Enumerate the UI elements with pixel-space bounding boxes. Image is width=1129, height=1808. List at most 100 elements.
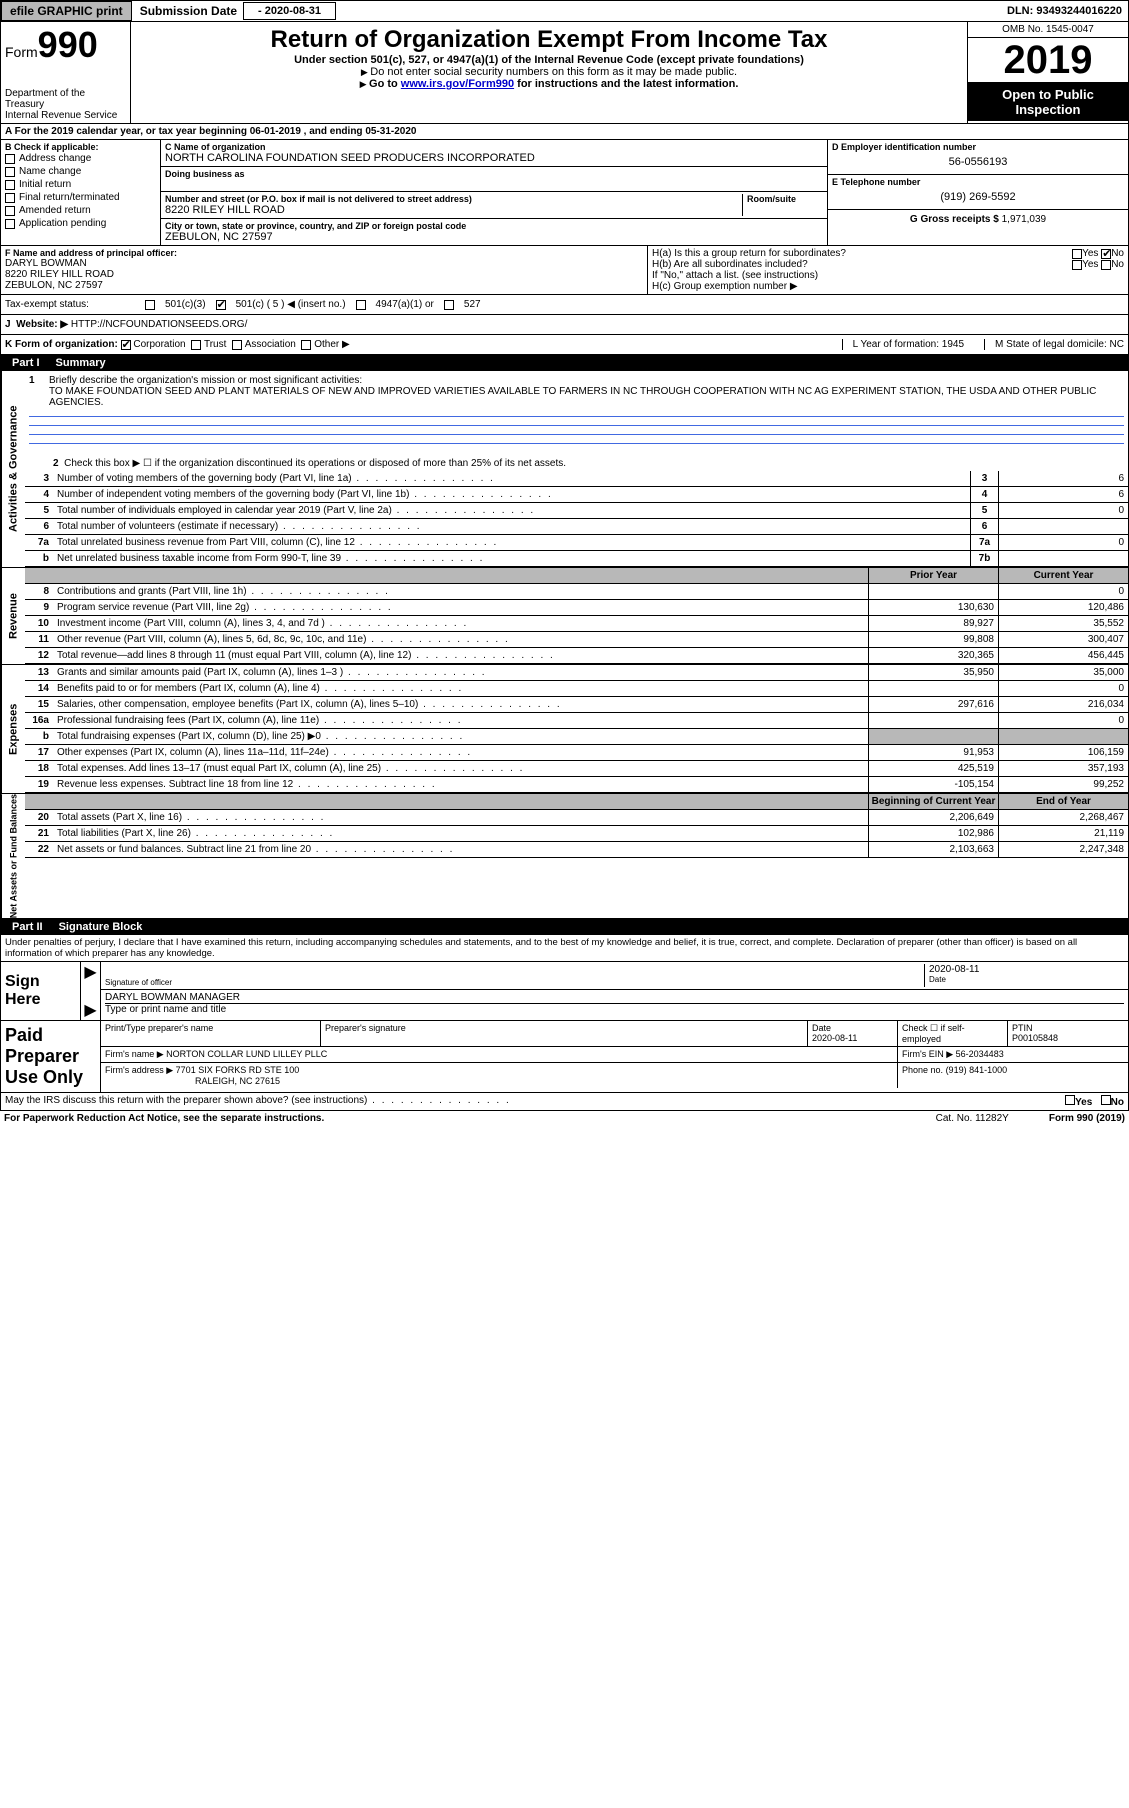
paid-h4: Check ☐ if self-employed — [898, 1021, 1008, 1046]
summary-netassets: Net Assets or Fund Balances Beginning of… — [0, 794, 1129, 919]
irs-link[interactable]: www.irs.gov/Form990 — [401, 78, 514, 90]
summary-row: 18Total expenses. Add lines 13–17 (must … — [25, 761, 1128, 777]
form-id-cell: Form990 Department of the Treasury Inter… — [1, 22, 131, 123]
i-527[interactable] — [444, 300, 454, 310]
chk-name-change[interactable]: Name change — [5, 165, 156, 178]
summary-row: 12Total revenue—add lines 8 through 11 (… — [25, 648, 1128, 664]
form-prefix: Form — [5, 44, 38, 60]
paid-ein: 56-2034483 — [956, 1049, 1004, 1059]
subtitle-3: Go to www.irs.gov/Form990 for instructio… — [135, 78, 963, 90]
subtitle-1: Under section 501(c), 527, or 4947(a)(1)… — [135, 54, 963, 66]
k-corp[interactable] — [121, 340, 131, 350]
c-room-label: Room/suite — [747, 194, 823, 204]
dln-text: DLN: 93493244016220 — [1007, 5, 1128, 17]
summary-row: 4Number of independent voting members of… — [25, 487, 1128, 503]
c-addr-label: Number and street (or P.O. box if mail i… — [165, 194, 738, 204]
summary-row: 3Number of voting members of the governi… — [25, 471, 1128, 487]
sig-name: DARYL BOWMAN MANAGER — [105, 992, 1124, 1003]
section-fh: F Name and address of principal officer:… — [0, 246, 1129, 295]
summary-revenue: Revenue Prior Year Current Year 8Contrib… — [0, 568, 1129, 665]
summary-row: bTotal fundraising expenses (Part IX, co… — [25, 729, 1128, 745]
i-4947[interactable] — [356, 300, 366, 310]
k-assoc[interactable] — [232, 340, 242, 350]
form-header-row: Form990 Department of the Treasury Inter… — [0, 22, 1129, 124]
summary-row: 19Revenue less expenses. Subtract line 1… — [25, 777, 1128, 793]
discuss-q: May the IRS discuss this return with the… — [5, 1095, 511, 1108]
summary-row: 13Grants and similar amounts paid (Part … — [25, 665, 1128, 681]
l-year: L Year of formation: 1945 — [842, 339, 964, 350]
c-name-label: C Name of organization — [165, 142, 823, 152]
subtitle-2: Do not enter social security numbers on … — [135, 66, 963, 78]
tax-year: 2019 — [1004, 38, 1093, 82]
signature-section: Under penalties of perjury, I declare th… — [0, 935, 1129, 1093]
discuss-yes[interactable] — [1065, 1095, 1075, 1105]
e-label: E Telephone number — [832, 177, 1124, 187]
g-receipts: 1,971,039 — [1002, 214, 1047, 225]
submission-date: - 2020-08-31 — [243, 2, 336, 20]
f-label: F Name and address of principal officer: — [5, 248, 643, 258]
hc-label: H(c) Group exemption number ▶ — [652, 281, 1124, 292]
col-de: D Employer identification number 56-0556… — [828, 140, 1128, 245]
section-klm: K Form of organization: Corporation Trus… — [0, 335, 1129, 355]
discuss-no[interactable] — [1101, 1095, 1111, 1105]
col-b-checkboxes: B Check if applicable: Address change Na… — [1, 140, 161, 245]
side-netassets: Net Assets or Fund Balances — [1, 794, 25, 918]
j-text: Website: ▶ — [16, 319, 68, 330]
summary-row: 11Other revenue (Part VIII, column (A), … — [25, 632, 1128, 648]
summary-row: 8Contributions and grants (Part VIII, li… — [25, 584, 1128, 600]
paid-phone: (919) 841-1000 — [946, 1065, 1008, 1075]
chk-application-pending[interactable]: Application pending — [5, 217, 156, 230]
f-name: DARYL BOWMAN — [5, 258, 643, 269]
ha-yes[interactable] — [1072, 249, 1082, 259]
summary-expenses: Expenses 13Grants and similar amounts pa… — [0, 665, 1129, 794]
summary-row: 21Total liabilities (Part X, line 26)102… — [25, 826, 1128, 842]
k-other[interactable] — [301, 340, 311, 350]
paid-addr2: RALEIGH, NC 27615 — [195, 1076, 280, 1086]
paid-firm: NORTON COLLAR LUND LILLEY PLLC — [166, 1049, 327, 1059]
summary-row: 5Total number of individuals employed in… — [25, 503, 1128, 519]
chk-address-change[interactable]: Address change — [5, 152, 156, 165]
sig-date: 2020-08-11 — [929, 964, 1124, 975]
sign-arrow-icon: ▶▶ — [81, 962, 101, 1020]
open-to-public: Open to Public Inspection — [968, 83, 1128, 121]
section-i-status: Tax-exempt status: 501(c)(3) 501(c) ( 5 … — [0, 295, 1129, 315]
sig-declaration: Under penalties of perjury, I declare th… — [1, 935, 1128, 961]
form-number: 990 — [38, 24, 98, 65]
sig-name-sub: Type or print name and title — [105, 1003, 1124, 1015]
side-activities: Activities & Governance — [1, 371, 25, 567]
part2-bar: Part II Signature Block — [0, 919, 1129, 935]
c-city-label: City or town, state or province, country… — [165, 221, 823, 231]
hb-yes[interactable] — [1072, 260, 1082, 270]
summary-row: 10Investment income (Part VIII, column (… — [25, 616, 1128, 632]
cat-no: Cat. No. 11282Y — [936, 1113, 1009, 1124]
submission-label: Submission Date — [134, 2, 243, 20]
period-row: A For the 2019 calendar year, or tax yea… — [0, 124, 1129, 140]
j-label: J — [5, 319, 11, 330]
b-label: B Check if applicable: — [5, 142, 156, 152]
chk-initial-return[interactable]: Initial return — [5, 178, 156, 191]
col-prior-year: Prior Year — [868, 568, 998, 583]
efile-button[interactable]: efile GRAPHIC print — [1, 1, 132, 21]
chk-amended-return[interactable]: Amended return — [5, 204, 156, 217]
line-2: 2 Check this box ▶ ☐ if the organization… — [25, 456, 1128, 471]
k-trust[interactable] — [191, 340, 201, 350]
ha-no[interactable] — [1101, 249, 1111, 259]
d-ein: 56-0556193 — [832, 152, 1124, 172]
year-cell: OMB No. 1545-0047 2019 Open to Public In… — [968, 22, 1128, 123]
title-cell: Return of Organization Exempt From Incom… — [131, 22, 968, 123]
paid-preparer-label: Paid Preparer Use Only — [1, 1021, 101, 1092]
g-label: G Gross receipts $ — [910, 214, 999, 225]
form-ref: Form 990 (2019) — [1049, 1113, 1125, 1124]
ha-label: H(a) Is this a group return for subordin… — [652, 248, 1072, 259]
hb-no[interactable] — [1101, 260, 1111, 270]
paid-h2: Preparer's signature — [321, 1021, 808, 1046]
i-501c[interactable] — [216, 300, 226, 310]
chk-final-return[interactable]: Final return/terminated — [5, 191, 156, 204]
j-url: HTTP://NCFOUNDATIONSEEDS.ORG/ — [71, 319, 248, 330]
col-c-org-info: C Name of organization NORTH CAROLINA FO… — [161, 140, 828, 245]
hb-label: H(b) Are all subordinates included? — [652, 259, 1072, 270]
summary-row: 6Total number of volunteers (estimate if… — [25, 519, 1128, 535]
summary-row: 22Net assets or fund balances. Subtract … — [25, 842, 1128, 858]
summary-row: 17Other expenses (Part IX, column (A), l… — [25, 745, 1128, 761]
i-501c3[interactable] — [145, 300, 155, 310]
